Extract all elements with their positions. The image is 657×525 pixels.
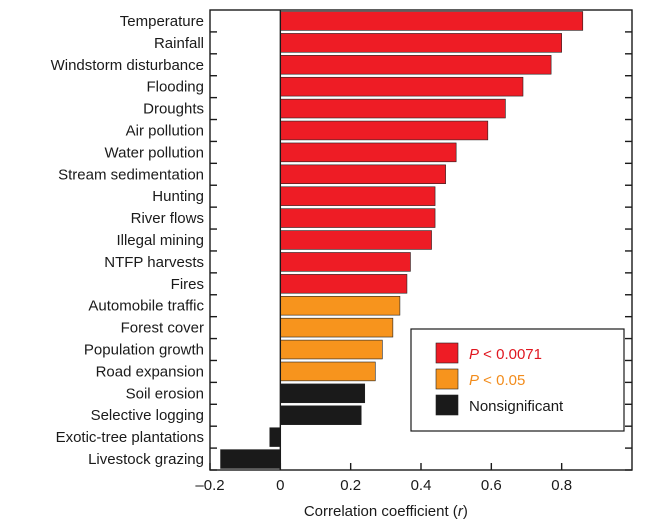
category-label: Soil erosion	[126, 385, 204, 402]
bar-selective-logging	[280, 405, 362, 425]
category-label: Selective logging	[91, 407, 204, 424]
category-label: Air pollution	[126, 122, 204, 139]
bar-droughts	[280, 98, 506, 119]
x-tick-label: 0.8	[551, 477, 572, 494]
legend-text: Nonsignificant	[469, 398, 564, 415]
bar-exotic-tree-plantations	[269, 427, 281, 447]
legend-swatch-ns	[435, 394, 459, 416]
bar-population-growth	[280, 339, 383, 360]
category-label: Windstorm disturbance	[51, 57, 204, 74]
category-label: Illegal mining	[116, 232, 204, 249]
x-axis-title-var: r	[458, 503, 464, 520]
legend-label-p1: P < 0.0071	[469, 346, 542, 363]
legend-swatch-p2	[435, 368, 459, 390]
category-label: Road expansion	[96, 363, 204, 380]
bar-automobile-traffic	[280, 295, 401, 316]
category-label: Fires	[171, 276, 204, 293]
axes-layer: –0.2 0 0.2 0.4 0.6 0.8	[195, 9, 633, 494]
bar-road-expansion	[280, 361, 376, 382]
category-label: Temperature	[120, 13, 204, 30]
category-label: Flooding	[146, 79, 204, 96]
category-label: Rainfall	[154, 35, 204, 52]
category-labels: Temperature Rainfall Windstorm disturbance…	[51, 13, 205, 468]
x-axis-title-suffix: )	[463, 503, 468, 520]
category-label: Automobile traffic	[88, 298, 204, 315]
bar-illegal-mining	[280, 230, 432, 250]
bar-air-pollution	[280, 120, 489, 141]
bar-temperature	[280, 11, 584, 31]
category-label: Forest cover	[121, 320, 204, 337]
x-tick-label: 0.4	[411, 477, 432, 494]
bar-flooding	[280, 76, 524, 97]
category-label: Droughts	[143, 101, 204, 118]
x-tick-label: 0.6	[481, 477, 502, 494]
bar-windstorm-disturbance	[280, 55, 552, 75]
bar-ntfp-harvests	[280, 252, 411, 272]
x-tick-label: 0	[276, 477, 284, 494]
bar-hunting	[280, 186, 436, 206]
legend-swatch-p1	[435, 342, 459, 364]
category-label: Hunting	[152, 188, 204, 205]
bar-livestock-grazing	[220, 449, 281, 469]
legend-text: < 0.0071	[479, 346, 542, 363]
category-label: Stream sedimentation	[58, 166, 204, 183]
x-axis-title: Correlation coefficient (r)	[304, 503, 468, 520]
legend-label-ns: Nonsignificant	[469, 398, 564, 415]
x-axis-title-prefix: Correlation coefficient (	[304, 503, 458, 520]
category-label: Livestock grazing	[88, 451, 204, 468]
category-label: NTFP harvests	[104, 254, 204, 271]
bar-forest-cover	[280, 317, 394, 338]
bar-fires	[280, 274, 408, 294]
legend-label-p2: P < 0.05	[469, 372, 525, 389]
category-label: Exotic-tree plantations	[56, 429, 204, 446]
x-tick-label: –0.2	[195, 477, 224, 494]
category-label: Population growth	[84, 342, 204, 359]
bar-stream-sedimentation	[280, 164, 446, 185]
bar-river-flows	[280, 208, 436, 228]
bar-water-pollution	[280, 142, 457, 163]
category-label: River flows	[131, 210, 204, 227]
legend-text: < 0.05	[479, 372, 525, 389]
bar-rainfall	[280, 33, 562, 53]
legend-symbol: P	[469, 346, 479, 363]
legend-symbol: P	[469, 372, 479, 389]
bar-soil-erosion	[280, 383, 366, 404]
x-tick-label: 0.2	[340, 477, 361, 494]
category-label: Water pollution	[105, 144, 205, 161]
